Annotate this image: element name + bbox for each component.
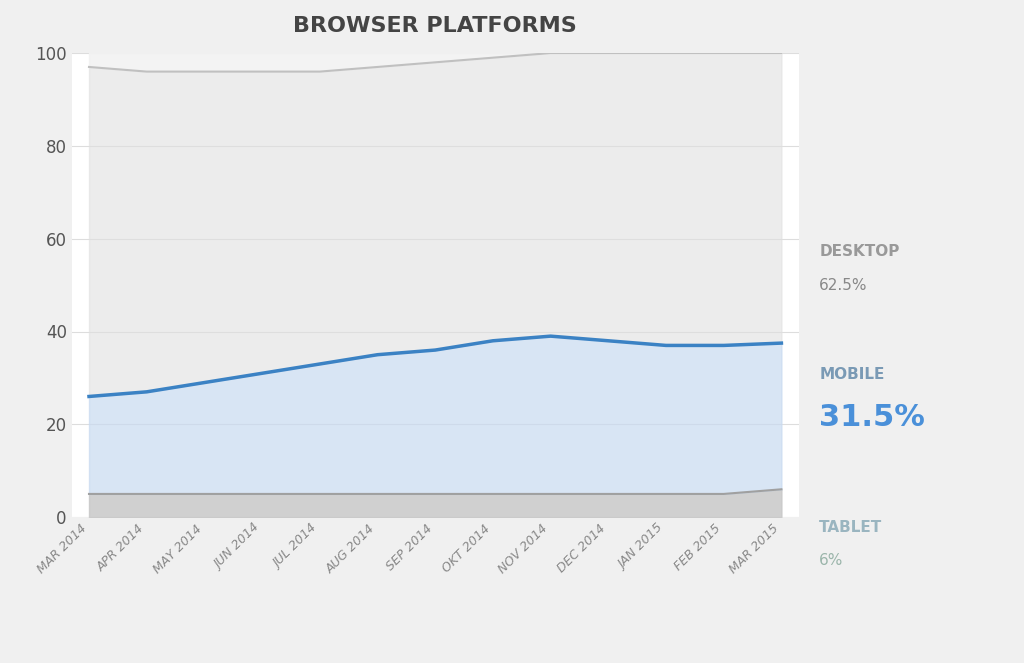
Text: TABLET: TABLET [819,520,883,534]
Text: MOBILE: MOBILE [819,367,885,382]
Title: BROWSER PLATFORMS: BROWSER PLATFORMS [293,16,578,36]
Text: 6%: 6% [819,553,844,568]
Text: 31.5%: 31.5% [819,403,925,432]
Text: DESKTOP: DESKTOP [819,245,899,259]
Text: 62.5%: 62.5% [819,278,867,292]
